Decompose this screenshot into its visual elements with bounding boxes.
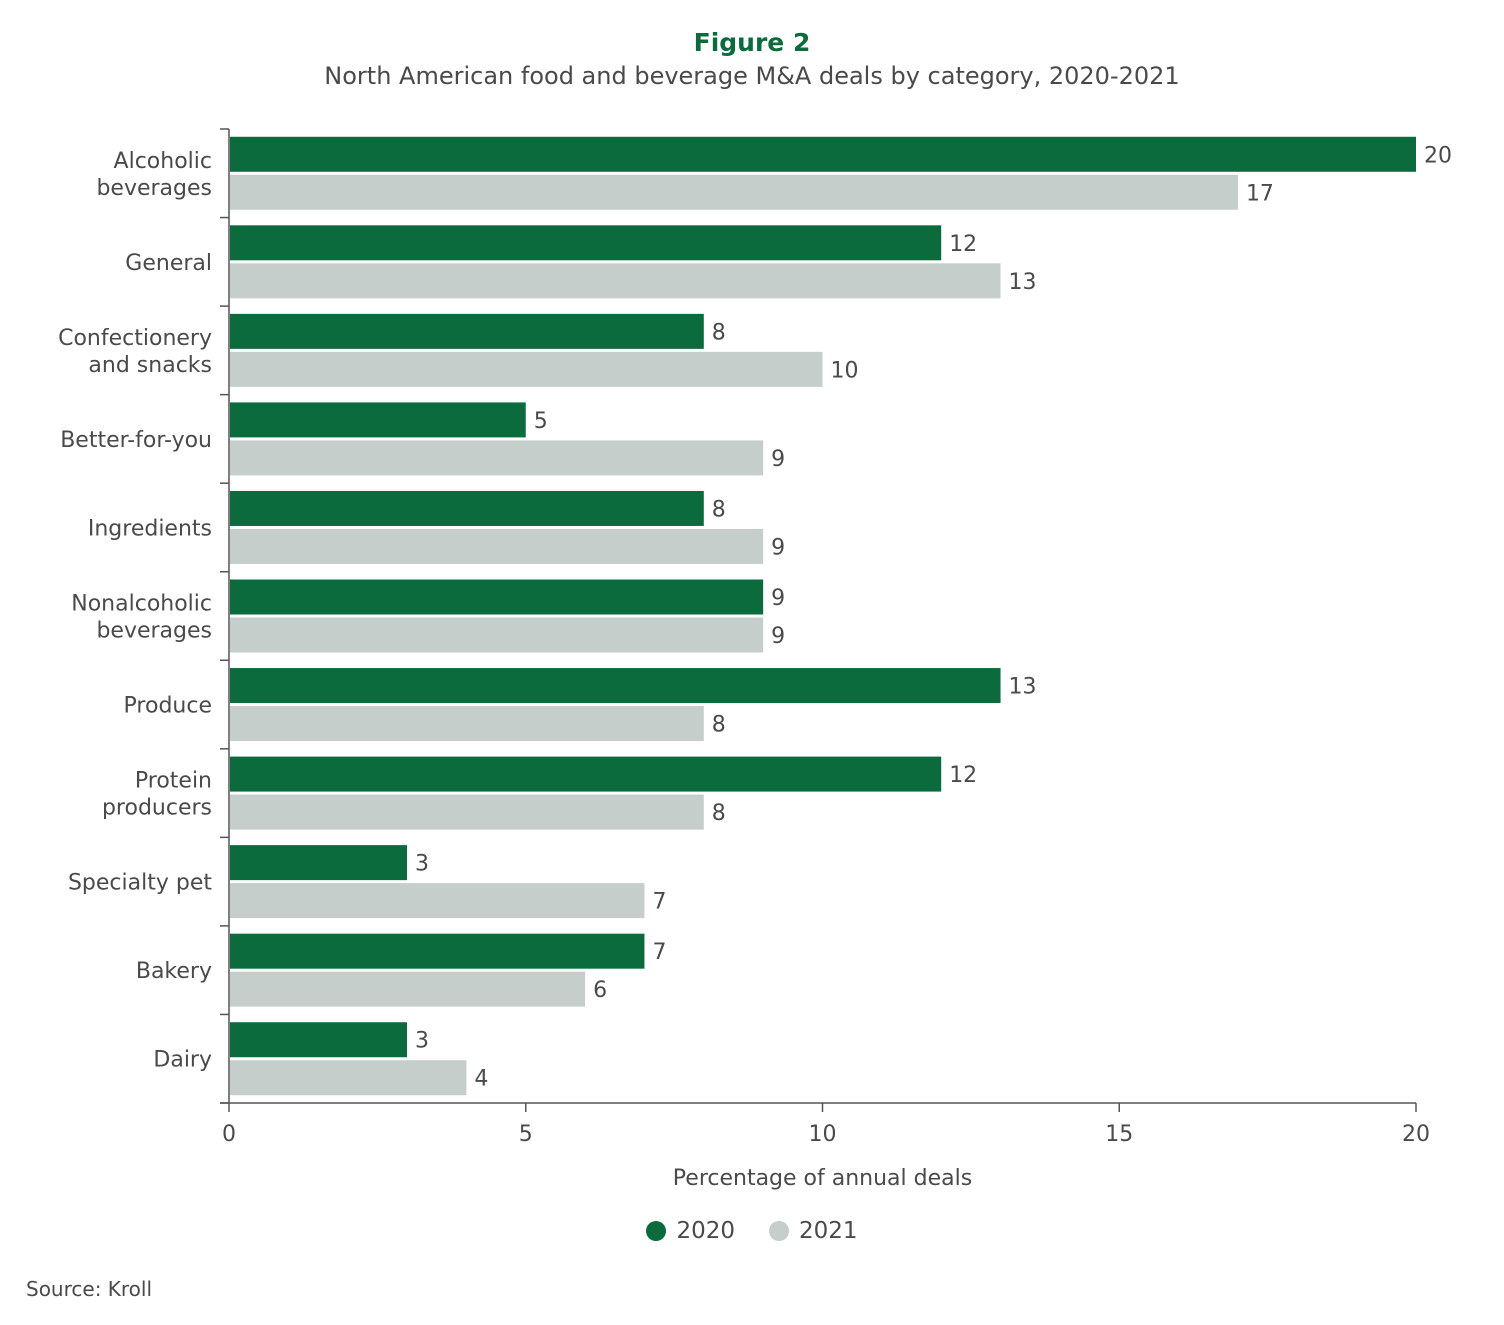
value-label-2020: 8 [712, 497, 726, 522]
value-label-2020: 3 [415, 852, 429, 877]
bar-2020 [230, 579, 764, 615]
bar-2020 [230, 845, 408, 881]
bar-2021 [230, 263, 1001, 299]
value-label-2020: 12 [949, 763, 977, 788]
value-label-2021: 6 [593, 978, 607, 1003]
value-label-2020: 8 [712, 320, 726, 345]
value-label-2020: 3 [415, 1029, 429, 1054]
legend-swatch-2020 [646, 1221, 667, 1241]
bar-2021 [230, 351, 823, 387]
category-label: Better-for-you [60, 428, 212, 453]
bar-2020 [230, 313, 704, 349]
value-label-2021: 7 [652, 890, 666, 915]
category-label: Dairy [153, 1048, 212, 1073]
value-label-2020: 12 [949, 232, 977, 257]
category-label: Bakery [136, 959, 212, 984]
x-tick-label: 5 [519, 1122, 533, 1147]
legend-label-2020: 2020 [676, 1218, 735, 1244]
category-label: beverages [96, 619, 212, 644]
category-label: Produce [124, 694, 212, 719]
bar-2021 [230, 1060, 467, 1096]
bar-2021 [230, 971, 586, 1007]
bar-2021 [230, 883, 645, 919]
bar-2021 [230, 706, 704, 742]
x-axis-title: Percentage of annual deals [673, 1166, 972, 1191]
value-label-2021: 9 [771, 624, 785, 649]
x-tick-label: 15 [1105, 1122, 1133, 1147]
value-label-2021: 13 [1009, 270, 1037, 295]
legend: 2020 2021 [0, 1218, 1504, 1244]
value-label-2021: 4 [474, 1067, 488, 1092]
value-label-2020: 7 [652, 940, 666, 965]
bar-2021 [230, 528, 764, 564]
bar-2020 [230, 1022, 408, 1058]
bar-2021 [230, 794, 704, 830]
value-label-2021: 8 [712, 801, 726, 826]
bar-2021 [230, 617, 764, 653]
legend-item-2021: 2021 [769, 1218, 858, 1244]
value-label-2020: 9 [771, 586, 785, 611]
category-label: Alcoholic [114, 149, 212, 174]
value-label-2021: 8 [712, 713, 726, 738]
bar-2021 [230, 440, 764, 476]
bar-2020 [230, 933, 645, 969]
chart-subtitle: North American food and beverage M&A dea… [324, 62, 1180, 90]
category-label: Confectionery [58, 326, 212, 351]
category-label: and snacks [88, 353, 212, 378]
bar-2020 [230, 402, 526, 438]
bar-2020 [230, 225, 942, 261]
value-label-2021: 9 [771, 535, 785, 560]
value-label-2021: 9 [771, 447, 785, 472]
legend-swatch-2021 [769, 1221, 789, 1241]
category-label: producers [102, 796, 212, 821]
category-label: beverages [96, 176, 212, 201]
value-label-2020: 20 [1424, 143, 1452, 168]
figure-label: Figure 2 [693, 28, 811, 57]
bar-2020 [230, 756, 942, 792]
category-label: Protein [135, 769, 212, 794]
value-label-2020: 13 [1009, 675, 1037, 700]
bar-2020 [230, 668, 1001, 704]
legend-label-2021: 2021 [799, 1218, 858, 1244]
category-label: General [125, 251, 212, 276]
category-label: Ingredients [88, 516, 212, 541]
bar-2020 [230, 490, 704, 526]
value-label-2020: 5 [534, 409, 548, 434]
x-tick-label: 0 [222, 1122, 236, 1147]
bar-2021 [230, 174, 1238, 210]
bar-2020 [230, 136, 1416, 172]
value-label-2021: 10 [831, 358, 859, 383]
category-label: Nonalcoholic [71, 592, 212, 617]
bar-chart: 0 5 10 15 20 Percentage of annual deals 20 17 Al… [58, 128, 1452, 1191]
category-label: Specialty pet [68, 871, 212, 896]
legend-item-2020: 2020 [646, 1218, 735, 1244]
source-note: Source: Kroll [26, 1277, 153, 1301]
x-tick-label: 20 [1402, 1122, 1430, 1147]
x-tick-label: 10 [809, 1122, 837, 1147]
value-label-2021: 17 [1246, 181, 1274, 206]
